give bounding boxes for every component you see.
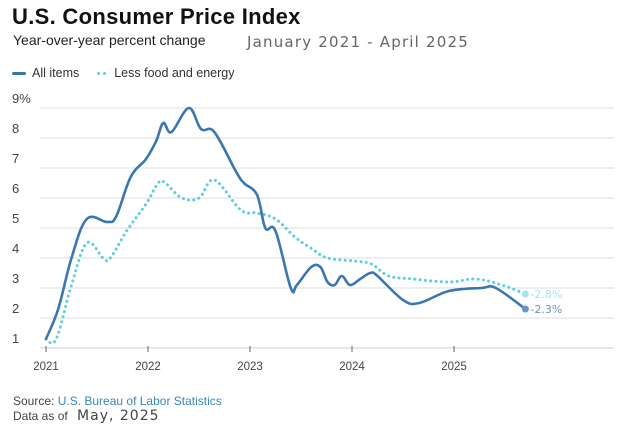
y-axis-ticks: 1 2 3 4 5 6 7 8 9% [12, 91, 31, 346]
series-lines [44, 106, 527, 345]
y-tick-label: 5 [12, 211, 19, 226]
series-line-core [44, 178, 527, 345]
chart-subtitle: Year-over-year percent change [13, 32, 206, 48]
legend-label: Less food and energy [114, 66, 235, 80]
data-as-of-line: Data as of May, 2025 [13, 408, 160, 424]
source-prefix: Source: [13, 394, 55, 408]
source-line: Source: U.S. Bureau of Labor Statistics [13, 394, 222, 408]
y-tick-label: 9% [12, 91, 31, 106]
end-value-label: -2.3% [530, 303, 562, 316]
end-point-marker [521, 305, 529, 313]
y-tick-label: 2 [12, 301, 19, 316]
legend-label: All items [32, 66, 80, 80]
dotted-line-swatch-icon [97, 71, 107, 75]
date-range: January 2021 - April 2025 [247, 33, 469, 51]
x-tick-label: 2022 [135, 361, 161, 373]
chart-title: U.S. Consumer Price Index [12, 4, 301, 29]
series-line-all-items [44, 106, 527, 341]
end-labels: -2.8% -2.3% [521, 288, 562, 316]
source-link[interactable]: U.S. Bureau of Labor Statistics [57, 394, 222, 408]
y-tick-label: 3 [12, 271, 19, 286]
legend-item-core[interactable]: Less food and energy [93, 66, 234, 80]
x-tick-label: 2021 [33, 361, 59, 373]
x-tick-label: 2024 [339, 361, 365, 373]
end-value-label: -2.8% [530, 288, 562, 301]
x-tick-label: 2023 [237, 361, 263, 373]
y-tick-label: 8 [12, 121, 19, 136]
y-tick-label: 1 [12, 331, 19, 346]
legend-item-all-items[interactable]: All items [12, 66, 79, 80]
x-tick-label: 2025 [441, 361, 467, 373]
legend: All items Less food and energy [12, 66, 248, 80]
data-as-of-value: May, 2025 [77, 408, 160, 424]
y-tick-label: 7 [12, 151, 19, 166]
data-as-of-label: Data as of [13, 409, 68, 423]
x-axis-ticks: 2021 2022 2023 2024 2025 [33, 346, 467, 373]
y-tick-label: 6 [12, 181, 19, 196]
end-point-marker [521, 290, 529, 298]
solid-line-swatch-icon [12, 71, 26, 75]
gridlines [40, 107, 614, 349]
y-tick-label: 4 [12, 241, 19, 256]
